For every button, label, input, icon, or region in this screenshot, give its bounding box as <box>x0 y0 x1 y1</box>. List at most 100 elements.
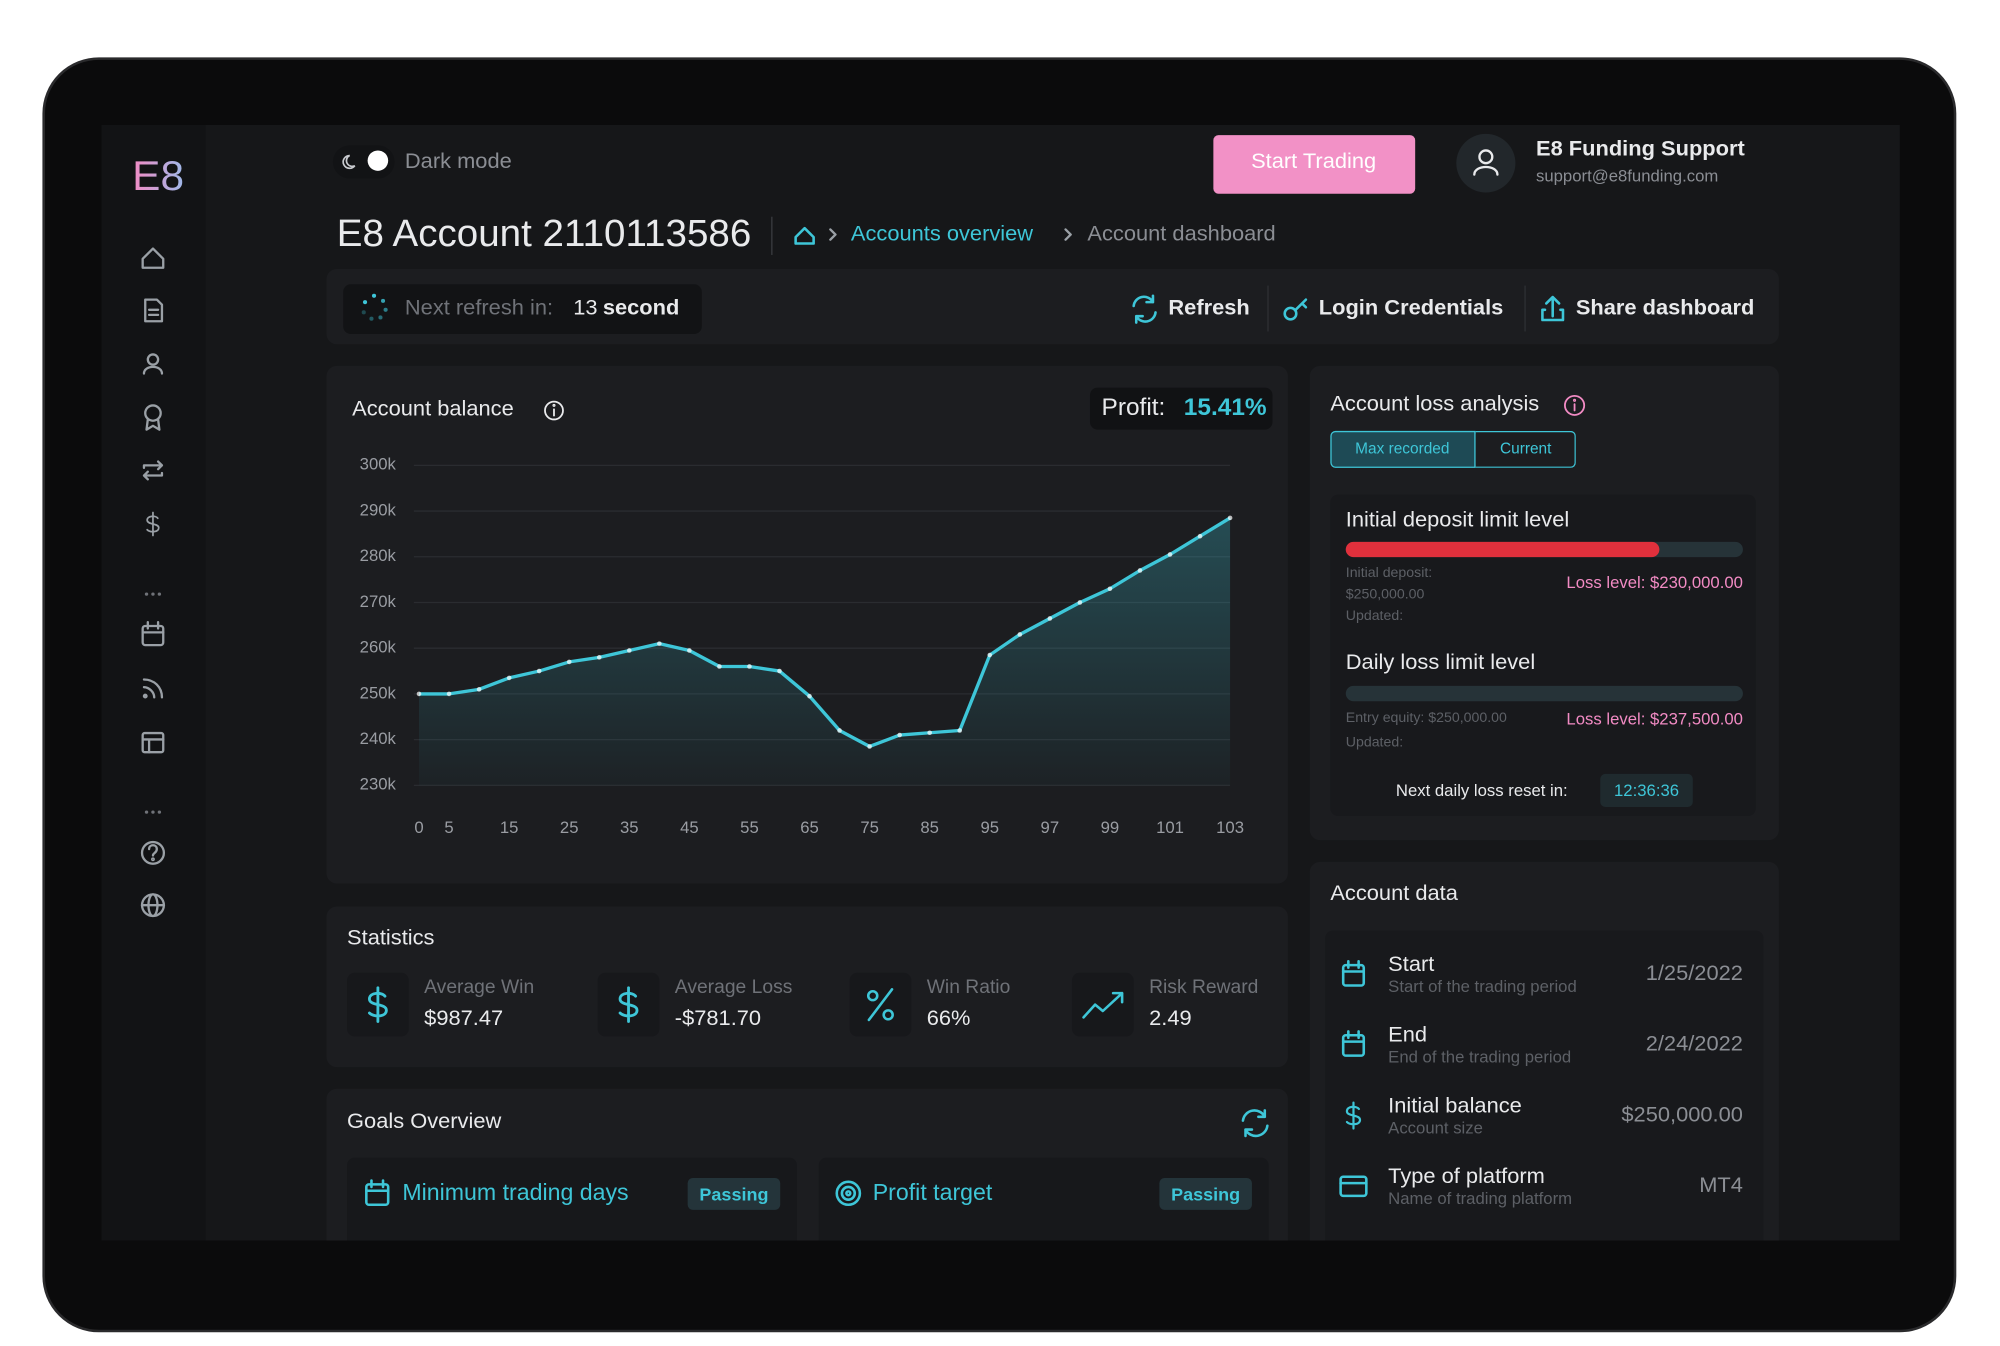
refresh-button[interactable]: Refresh <box>1168 295 1250 320</box>
point <box>957 728 963 733</box>
share-icon[interactable] <box>1541 295 1565 322</box>
reset-time: 12:36:36 <box>1614 780 1680 800</box>
nav-help-part[interactable] <box>151 857 155 862</box>
x-tick-label: 55 <box>740 818 759 837</box>
nav-profile-part[interactable] <box>146 353 160 366</box>
nav-more-part[interactable] <box>144 810 149 814</box>
nav-home[interactable] <box>141 247 165 269</box>
nav-feed-part[interactable] <box>142 693 148 699</box>
percent-icon-part <box>867 988 894 1022</box>
point <box>837 728 842 733</box>
nav-more[interactable] <box>144 810 162 814</box>
nav-more-part[interactable] <box>151 592 155 596</box>
nav-language[interactable] <box>140 893 166 918</box>
login-credentials-button[interactable]: Login Credentials <box>1318 295 1504 320</box>
nav-profile-part[interactable] <box>142 365 164 375</box>
point <box>476 687 482 692</box>
dark-mode-toggle-part[interactable] <box>367 150 389 171</box>
row-sub: Name of trading platform <box>1388 1188 1573 1208</box>
point <box>1017 632 1023 637</box>
breadcrumb-home-part[interactable] <box>794 226 815 245</box>
breadcrumb-link[interactable]: Accounts overview <box>850 221 1034 246</box>
nav-awards-part[interactable] <box>144 404 162 422</box>
point <box>446 691 452 697</box>
row-value: MT4 <box>1699 1172 1743 1197</box>
dark-mode-toggle[interactable] <box>332 145 395 179</box>
nav-payouts[interactable] <box>146 511 160 537</box>
account-data-title: Account data <box>1330 880 1458 905</box>
x-tick-label: 75 <box>860 818 879 837</box>
y-tick-label: 240k <box>360 729 397 748</box>
nav-help-part[interactable] <box>147 844 158 857</box>
nav-more-part[interactable] <box>144 592 149 596</box>
avatar-icon-part[interactable] <box>1478 149 1494 165</box>
avatar-icon[interactable] <box>1473 149 1499 176</box>
nav-transfers-part[interactable] <box>142 460 164 481</box>
logo[interactable]: E8 <box>132 151 184 201</box>
progress-track <box>1345 685 1743 702</box>
point <box>1167 552 1173 557</box>
start-trading-label[interactable]: Start Trading <box>1251 148 1377 174</box>
goals-refresh-icon-part[interactable] <box>1241 1109 1269 1138</box>
row-value: 2/24/2022 <box>1645 1031 1743 1056</box>
nav-layout-part[interactable] <box>141 738 165 754</box>
refresh-icon[interactable] <box>1132 294 1157 324</box>
nav-calendar-part[interactable] <box>141 621 165 634</box>
y-tick-label: 230k <box>360 775 397 794</box>
key-icon-part[interactable] <box>1283 306 1298 321</box>
tab-active[interactable] <box>1330 430 1476 468</box>
nav-layout-part[interactable] <box>141 731 165 754</box>
dark-mode-label[interactable]: Dark mode <box>404 148 512 174</box>
nav-feed[interactable] <box>142 678 164 699</box>
nav-calendar[interactable] <box>141 621 165 647</box>
nav-more-part[interactable] <box>157 592 162 596</box>
goals-refresh-icon[interactable] <box>1241 1109 1269 1138</box>
y-tick-label: 250k <box>360 683 397 702</box>
info-icon-part[interactable] <box>1573 398 1577 402</box>
breadcrumb-home[interactable] <box>794 226 815 245</box>
tab-label[interactable]: Max recorded <box>1355 439 1450 458</box>
info-icon-part[interactable] <box>1564 394 1586 416</box>
nav-more-part[interactable] <box>157 810 162 814</box>
nav-more-part[interactable] <box>151 810 155 814</box>
nav-home-part[interactable] <box>141 247 165 269</box>
nav-help-part[interactable] <box>140 840 166 865</box>
dark-mode-toggle-part[interactable] <box>342 154 356 170</box>
row-sub: Start of the trading period <box>1388 976 1577 996</box>
nav-profile[interactable] <box>142 353 164 375</box>
key-icon-part[interactable] <box>1294 298 1308 312</box>
user-email: support@e8funding.com <box>1535 165 1719 186</box>
avatar-icon-part[interactable] <box>1473 165 1499 176</box>
tab[interactable] <box>1475 430 1576 468</box>
info-icon[interactable] <box>544 400 564 421</box>
nav-feed-part[interactable] <box>142 678 164 699</box>
nav-help[interactable] <box>140 840 166 865</box>
nav-more[interactable] <box>144 592 162 596</box>
nav-layout[interactable] <box>141 731 165 754</box>
nav-awards-part[interactable] <box>145 418 161 431</box>
info-icon-part[interactable] <box>552 403 556 407</box>
point <box>1227 515 1233 521</box>
point <box>807 693 812 699</box>
refresh-icon-part[interactable] <box>1132 294 1157 324</box>
point <box>566 659 572 665</box>
nav-documents[interactable] <box>144 298 164 323</box>
point <box>1077 600 1083 605</box>
nav-payouts-part[interactable] <box>146 511 160 537</box>
profit-value: 15.41% <box>1183 394 1267 422</box>
info-icon[interactable] <box>1564 394 1586 416</box>
level-title: Initial deposit limit level <box>1345 507 1570 532</box>
profit-label: Profit: <box>1101 394 1166 422</box>
stat-icon-box <box>1071 972 1134 1037</box>
refresh-spinner-part <box>362 300 368 305</box>
info-icon-part[interactable] <box>544 400 564 421</box>
share-icon-part[interactable] <box>1541 295 1565 322</box>
share-dashboard-button[interactable]: Share dashboard <box>1575 295 1755 320</box>
tab-label[interactable]: Current <box>1499 439 1552 458</box>
nav-awards[interactable] <box>144 404 162 431</box>
nav-documents-part[interactable] <box>144 298 164 323</box>
start-trading-button[interactable] <box>1213 135 1416 194</box>
nav-transfers[interactable] <box>142 460 164 481</box>
nav-calendar-part[interactable] <box>141 624 165 647</box>
key-icon[interactable] <box>1283 298 1308 321</box>
